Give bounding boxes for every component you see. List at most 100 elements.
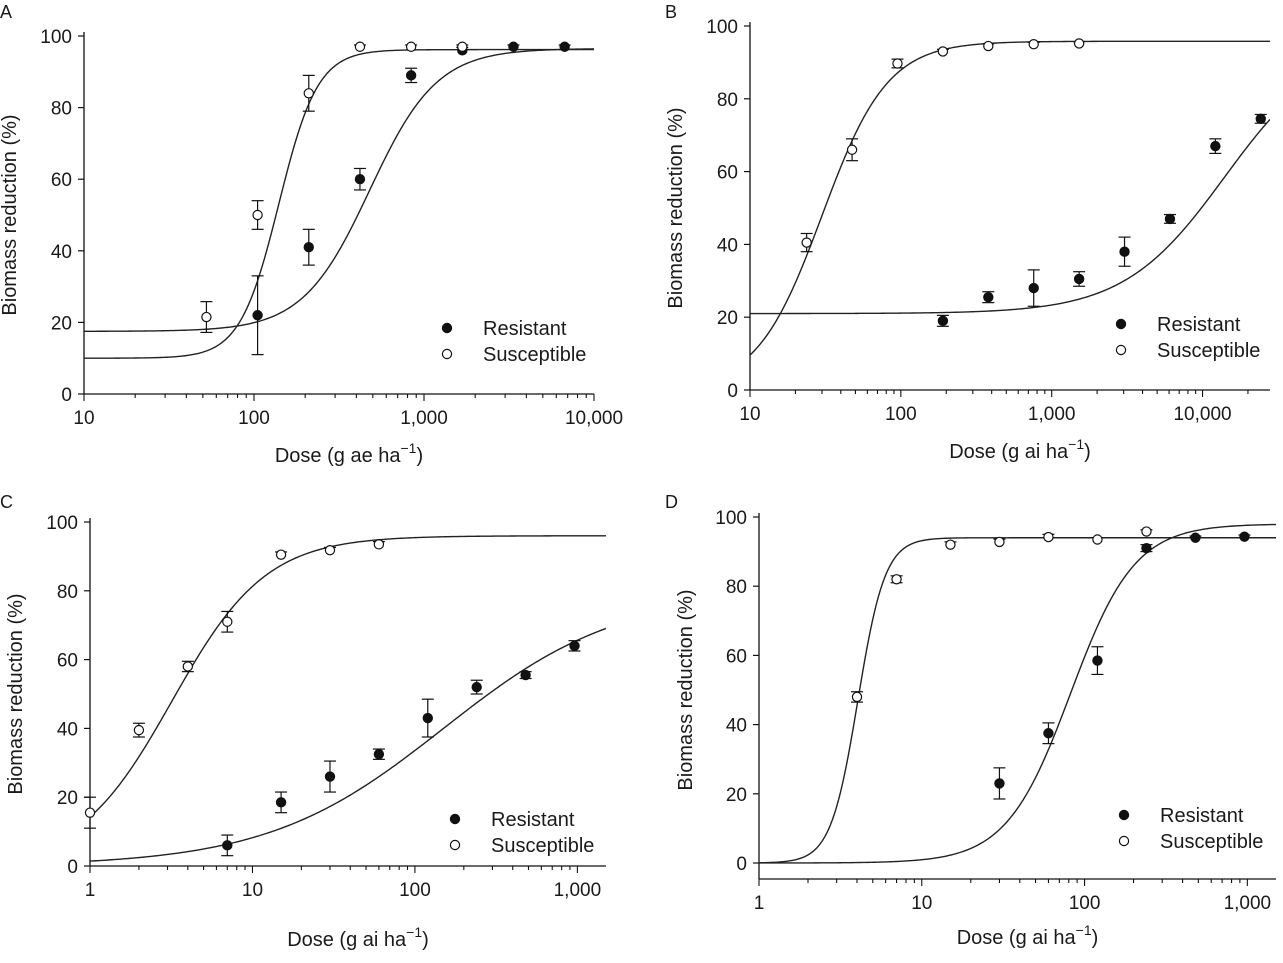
fit-curve-resistant xyxy=(759,523,1276,864)
legend-label-susceptible: Susceptible xyxy=(1160,831,1263,853)
data-point-susceptible xyxy=(851,691,863,703)
x-tick-label: 10 xyxy=(739,404,760,425)
panel-letter: A xyxy=(0,2,12,22)
panel-c: C 0 20 40 60 80 100 1 10 100 1,000 Biomass reductio… xyxy=(0,492,606,951)
data-point-resistant xyxy=(324,771,336,782)
legend-label-susceptible: Susceptible xyxy=(483,344,586,366)
y-tick-label: 60 xyxy=(57,651,78,672)
y-tick-label: 0 xyxy=(736,854,747,875)
x-axis-label: Dose (g ai ha−1) xyxy=(957,922,1099,949)
legend-label-resistant: Resistant xyxy=(1160,805,1244,827)
x-axis-label: Dose (g ai ha−1) xyxy=(949,436,1091,463)
y-tick-label: 100 xyxy=(715,508,747,529)
y-tick-label: 20 xyxy=(726,785,747,806)
legend-label-resistant: Resistant xyxy=(483,318,567,340)
data-point-resistant xyxy=(1164,213,1176,225)
panel-d: D 0 20 40 60 80 100 1 10 100 1,000 Biomass reductio… xyxy=(665,492,1276,949)
y-tick-label: 60 xyxy=(51,170,72,191)
y-tick-label: 100 xyxy=(46,513,78,534)
y-tick-label: 80 xyxy=(726,577,747,598)
data-point-susceptible xyxy=(303,88,314,99)
data-point-susceptible xyxy=(994,536,1005,548)
y-axis-label: Biomass reduction (%) xyxy=(665,107,687,308)
y-tick-label: 60 xyxy=(717,163,738,184)
x-tick-label: 100 xyxy=(1069,893,1101,914)
data-point-susceptible xyxy=(801,237,812,248)
x-tick-label: 10 xyxy=(911,893,932,914)
data-point-resistant xyxy=(303,242,314,253)
x-axis-label-main: Dose (g ai ha xyxy=(287,929,407,951)
x-tick-label: 100 xyxy=(399,880,431,901)
legend-marker-resistant xyxy=(441,322,453,334)
data-point-resistant xyxy=(983,291,994,303)
data-point-susceptible xyxy=(457,41,468,52)
x-tick-label: 100 xyxy=(238,408,270,429)
data-point-resistant xyxy=(1190,532,1201,543)
data-point-resistant xyxy=(520,669,531,681)
data-point-susceptible xyxy=(222,616,233,627)
x-axis-label-main: Dose (g ai ha xyxy=(949,441,1069,463)
x-tick-label: 10,000 xyxy=(1173,404,1231,425)
panel-letter: C xyxy=(0,492,13,512)
data-point-resistant xyxy=(1119,246,1130,257)
data-point-susceptible xyxy=(252,209,263,221)
x-tick-label: 1,000 xyxy=(1224,893,1272,914)
legend-label-resistant: Resistant xyxy=(491,809,575,831)
data-point-susceptible xyxy=(373,539,385,550)
data-point-resistant xyxy=(569,640,580,652)
y-tick-label: 60 xyxy=(726,646,747,667)
data-point-susceptible xyxy=(892,58,903,69)
y-axis-label: Biomass reduction (%) xyxy=(5,593,27,794)
data-point-resistant xyxy=(1073,273,1085,285)
data-point-resistant xyxy=(937,315,949,327)
x-axis-label: Dose (g ae ha−1) xyxy=(275,440,423,467)
x-axis-label-sup: −1 xyxy=(1076,922,1092,938)
panel-letter: B xyxy=(665,2,677,22)
data-point-resistant xyxy=(1255,113,1266,125)
data-point-susceptible xyxy=(324,545,336,556)
panel-b: B 0 20 40 60 80 100 10 100 1,000 10,000 Biomass red… xyxy=(665,2,1270,463)
legend-label-resistant: Resistant xyxy=(1157,314,1241,336)
y-tick-label: 80 xyxy=(51,99,72,120)
panel-a: A 0 20 40 60 80 100 10 100 1,000 10,000 Biomass red… xyxy=(0,2,623,467)
x-tick-label: 1,000 xyxy=(400,408,448,429)
data-point-resistant xyxy=(373,749,385,760)
y-tick-label: 40 xyxy=(51,242,72,263)
x-tick-label: 1 xyxy=(754,893,765,914)
legend-marker-susceptible xyxy=(1115,344,1127,356)
data-point-susceptible xyxy=(133,724,145,736)
y-tick-label: 20 xyxy=(717,308,738,329)
legend-marker-susceptible xyxy=(1118,835,1130,847)
x-tick-label: 1,000 xyxy=(554,880,602,901)
x-axis-label-close: ) xyxy=(416,445,423,467)
legend-label-susceptible: Susceptible xyxy=(1157,340,1260,362)
y-tick-label: 80 xyxy=(717,90,738,111)
fit-curve-susceptible xyxy=(84,48,594,359)
x-tick-label: 10,000 xyxy=(565,408,623,429)
legend-label-susceptible: Susceptible xyxy=(491,835,594,857)
legend-marker-susceptible xyxy=(441,348,453,360)
data-point-susceptible xyxy=(405,41,417,52)
legend-marker-susceptible xyxy=(449,839,461,851)
data-point-susceptible xyxy=(983,40,994,52)
data-point-susceptible xyxy=(945,539,956,550)
data-point-susceptible xyxy=(354,41,366,52)
x-tick-label: 1 xyxy=(85,880,96,901)
panel-letter: D xyxy=(665,492,678,512)
fit-curve-resistant xyxy=(750,118,1270,315)
data-point-resistant xyxy=(422,712,433,724)
fit-curve-susceptible xyxy=(90,535,606,818)
data-point-resistant xyxy=(1092,655,1103,666)
data-point-susceptible xyxy=(937,46,949,57)
x-axis-label-close: ) xyxy=(422,929,429,951)
data-point-resistant xyxy=(1239,531,1250,542)
x-axis-label-close: ) xyxy=(1084,441,1091,463)
data-point-resistant xyxy=(508,41,519,52)
data-point-susceptible xyxy=(891,574,902,585)
x-axis-label-sup: −1 xyxy=(1068,436,1084,452)
data-point-susceptible xyxy=(201,311,212,323)
data-point-resistant xyxy=(1028,282,1039,294)
legend-marker-resistant xyxy=(1118,809,1130,821)
data-point-resistant xyxy=(275,797,287,808)
